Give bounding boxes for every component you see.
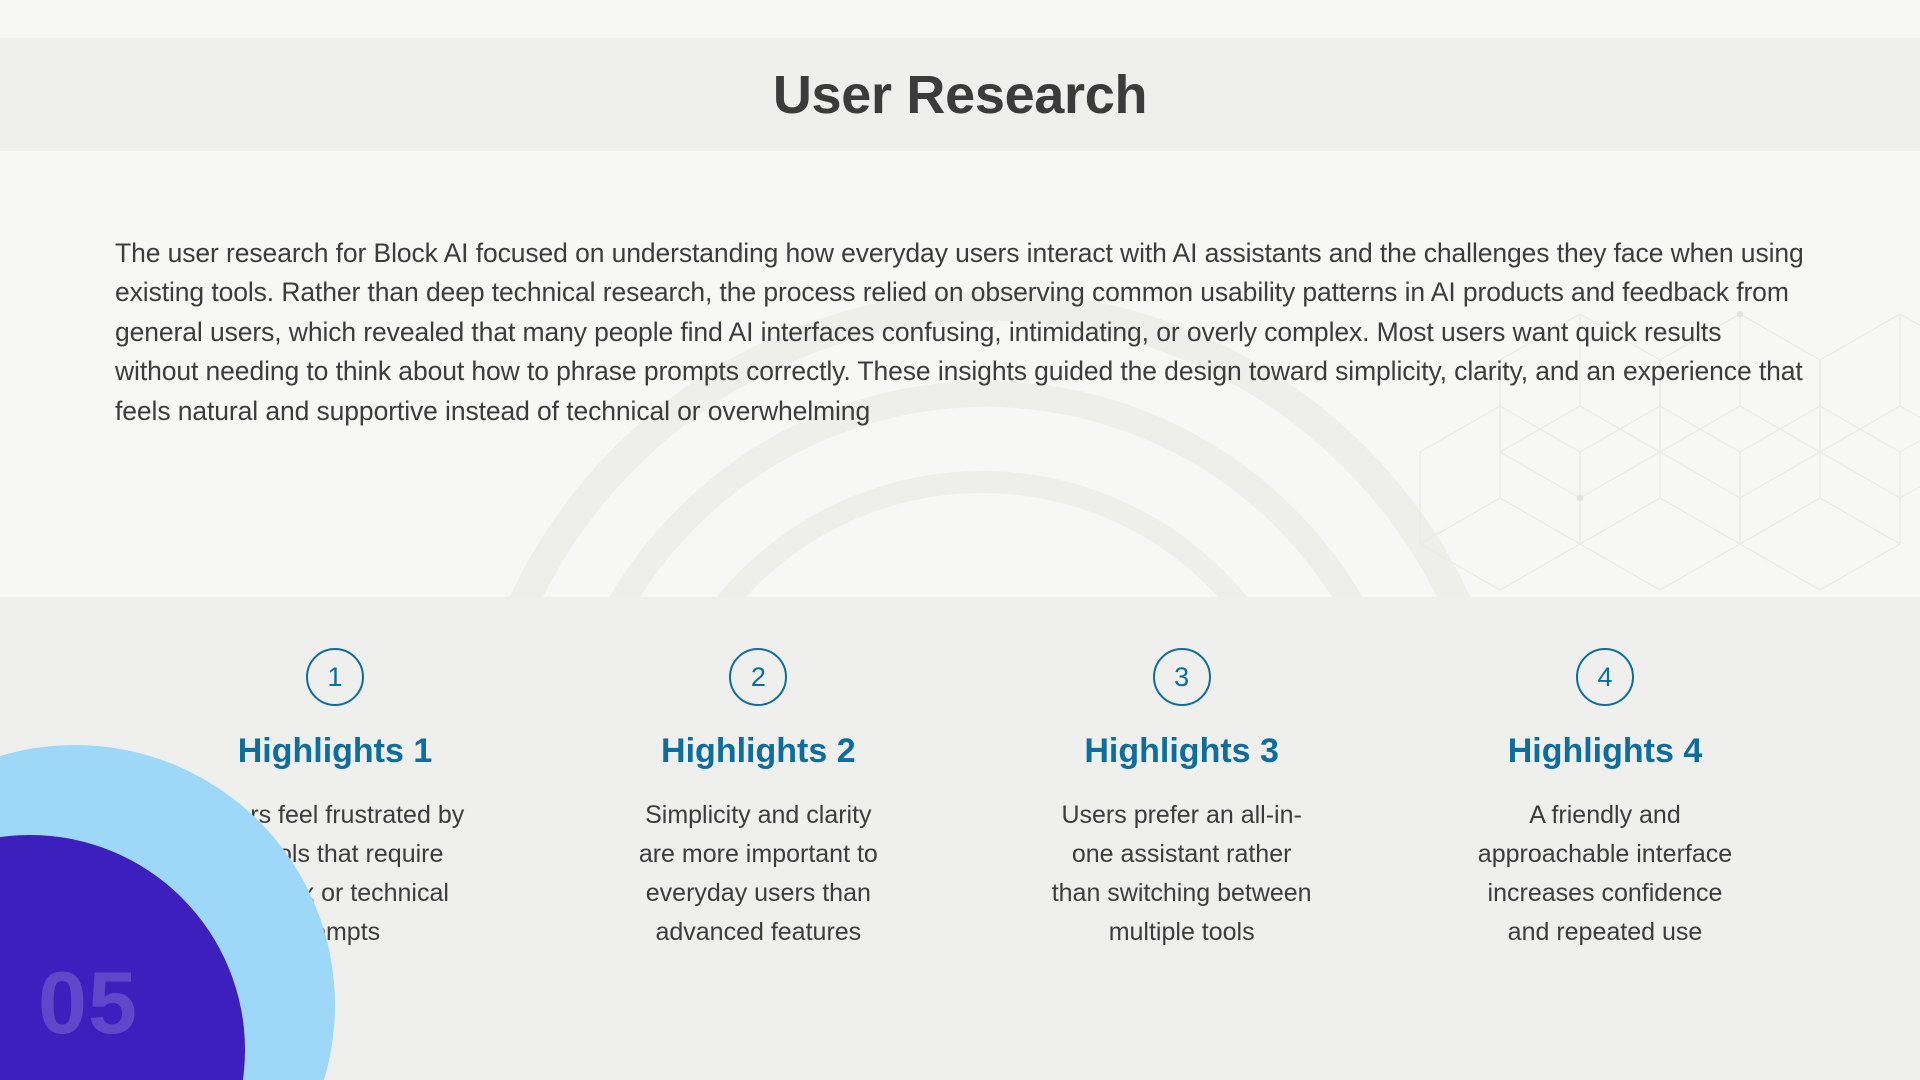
number-circle-icon-2: 2 [729,648,788,706]
highlight-title-4: Highlights 4 [1507,732,1703,770]
title-container: User Research [0,38,1920,151]
number-circle-icon-3: 3 [1152,648,1211,706]
number-circle-icon-4: 4 [1575,648,1634,706]
highlight-title-3: Highlights 3 [1084,732,1279,770]
highlight-number-2: 2 [750,661,766,692]
highlights-row: 1 Highlights 1 Users feel frustrated by … [190,648,1750,952]
highlight-number-3: 3 [1174,661,1190,692]
highlight-card-3[interactable]: 3 Highlights 3 Users prefer an all-in-on… [1037,648,1327,952]
number-circle-icon-1: 1 [306,648,364,706]
highlight-number-1: 1 [327,661,343,692]
slide-number: 05 [38,953,138,1052]
highlight-card-2[interactable]: 2 Highlights 2 Simplicity and clarity ar… [613,648,903,952]
highlight-card-4[interactable]: 4 Highlights 4 A friendly and approachab… [1460,648,1750,952]
highlight-title-1: Highlights 1 [237,732,433,770]
highlight-text-4: A friendly and approachable interface in… [1477,801,1733,947]
page-title: User Research [772,64,1148,125]
highlight-title-2: Highlights 2 [661,732,856,770]
highlight-card-1[interactable]: 1 Highlights 1 Users feel frustrated by … [190,648,480,952]
highlight-text-1: Users feel frustrated by AI tools that r… [205,801,465,947]
highlight-text-3: Users prefer an all-in-one assistant rat… [1051,801,1312,947]
arc-inner-shape [640,471,1324,597]
highlight-text-2: Simplicity and clarity are more importan… [638,801,878,947]
body-paragraph: The user research for Block AI focused o… [115,237,1804,426]
highlight-number-4: 4 [1597,661,1613,692]
